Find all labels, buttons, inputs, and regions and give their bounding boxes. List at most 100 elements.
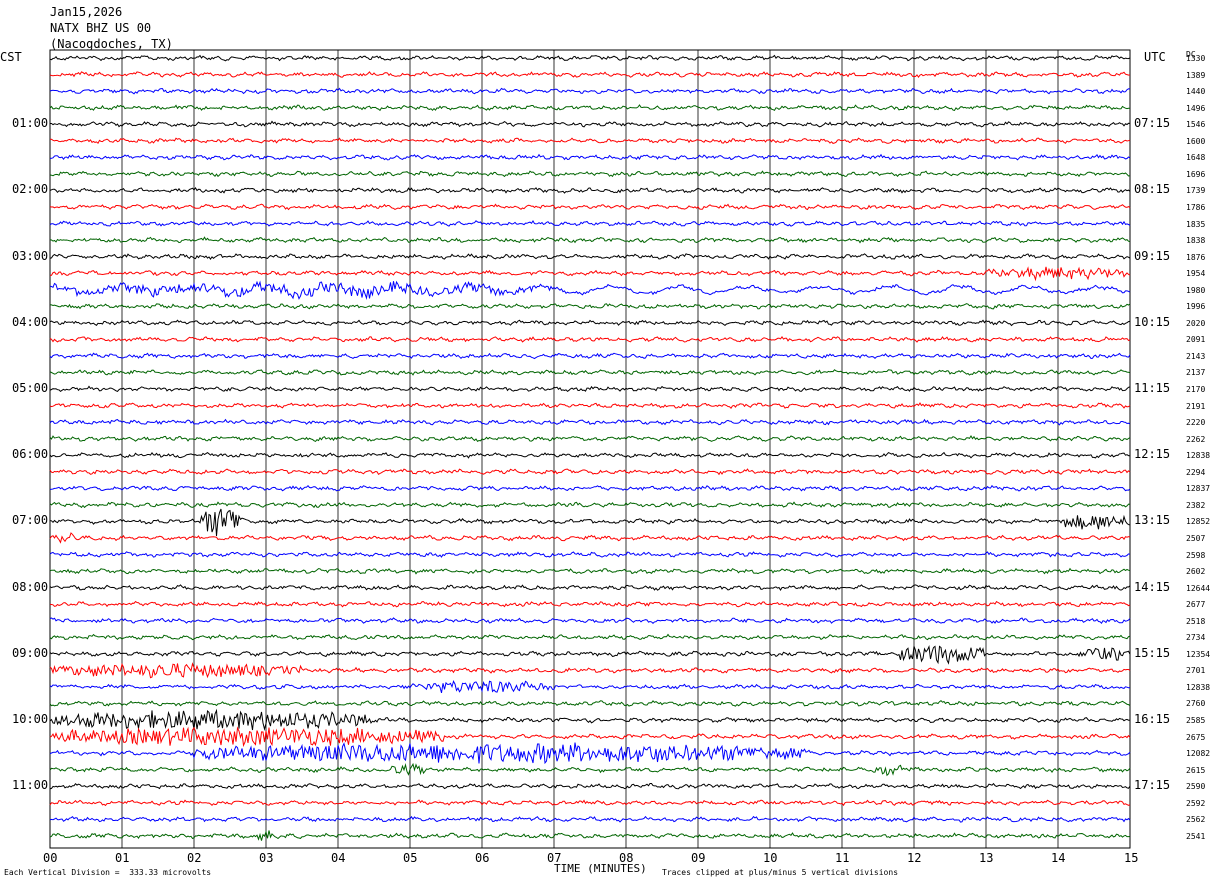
trace-row [49,726,1131,748]
trace-row [49,679,1130,694]
right-hour-label: 10:15 [1134,314,1171,329]
dc-offset-label: 2020 [1186,318,1206,328]
x-tick-label: 00 [43,851,58,865]
trace-row [49,319,1131,327]
trace-row [49,633,1131,641]
dc-offset-label: 2760 [1186,699,1206,709]
dc-offset-label: 1954 [1186,269,1206,279]
trace-row [49,170,1131,178]
right-hour-label: 07:15 [1134,116,1171,131]
trace-row [49,236,1131,244]
trace-row [49,87,1131,95]
dc-offset-label: 1696 [1186,169,1206,179]
dc-offset-label: 2191 [1186,401,1206,411]
trace-row [49,584,1131,591]
x-tick-label: 02 [187,851,202,865]
left-hour-label: 10:00 [12,712,49,726]
dc-offset-label: 12644 [1186,583,1210,593]
right-hour-label: 09:15 [1134,248,1171,263]
dc-offset-label: 2507 [1186,533,1206,543]
dc-offset-label: 12838 [1186,451,1210,461]
dc-offset-label: 2091 [1186,335,1206,345]
trace-row [49,708,1131,731]
trace-row [50,120,1131,128]
trace-row [49,617,1131,625]
dc-offset-label: 2585 [1186,716,1206,725]
left-hour-label: 11:00 [12,778,49,793]
dc-offset-label: 1389 [1186,70,1206,80]
trace-row [49,266,1131,282]
x-tick-label: 12 [907,851,922,865]
dc-offset-label: 2143 [1186,351,1206,361]
dc-offset-label: 1648 [1186,153,1206,163]
division-note: Each Vertical Division = 333.33 microvol… [4,868,212,877]
location-label: (Nacogdoches, TX) [50,37,173,51]
left-hour-label: 04:00 [12,314,49,329]
x-tick-label: 07 [547,851,562,865]
trace-row [49,532,1131,544]
left-hour-label: 05:00 [12,381,49,395]
trace-row [49,435,1131,443]
x-tick-label: 14 [1051,851,1066,865]
dc-offset-label: 2592 [1186,798,1206,808]
trace-row [49,742,1131,765]
x-tick-label: 09 [691,851,706,865]
trace-row [49,645,1131,665]
left-hour-label: 06:00 [12,447,49,462]
trace-row [49,762,1131,777]
dc-offset-label: 2518 [1186,616,1206,626]
dc-offset-label: 12354 [1186,649,1210,659]
dc-offset-label: 1838 [1186,236,1206,246]
trace-row [49,508,1131,537]
dc-offset-label: 2262 [1186,434,1206,444]
x-tick-label: 15 [1124,851,1139,865]
dc-offset-label: 1440 [1186,87,1206,97]
trace-row [49,815,1131,823]
dc-offset-label: 2602 [1186,567,1206,577]
trace-row [49,468,1131,476]
dc-offset-label: 2598 [1186,550,1206,560]
dc-offset-label: 2734 [1186,633,1206,643]
trace-row [49,567,1131,575]
plot-grid [49,49,1131,849]
trace-row [49,385,1131,393]
dc-header: DC [1186,50,1196,59]
dc-offset-label: 2701 [1186,666,1206,676]
trace-row [49,280,1131,300]
trace-row [49,352,1131,360]
date-label: Jan15,2026 [50,5,123,19]
trace-row [49,303,1131,310]
trace-row [49,600,1131,608]
right-hour-label: 17:15 [1134,778,1171,793]
dc-offset-label: 1496 [1186,103,1206,113]
dc-offset-label: 1546 [1186,120,1206,130]
clip-note: Traces clipped at plus/minus 5 vertical … [662,868,899,877]
trace-row [49,104,1130,112]
dc-offset-label: 12837 [1186,484,1210,494]
dc-offset-label: 12082 [1186,749,1210,759]
trace-row [49,253,1131,260]
x-tick-label: 11 [835,851,850,865]
dc-offset-label: 1786 [1186,202,1206,212]
trace-row [49,799,1131,807]
left-hour-label: 07:00 [12,513,49,528]
dc-offset-label: 1835 [1186,219,1206,229]
dc-offset-label: 2677 [1186,600,1206,610]
dc-offset-label: 1739 [1186,186,1206,196]
right-hour-label: 14:15 [1134,579,1171,594]
dc-offset-label: 1980 [1186,285,1206,295]
trace-row [49,54,1131,62]
left-hour-label: 02:00 [12,182,49,197]
trace-row [49,220,1131,227]
right-timezone: UTC [1144,50,1166,64]
left-hour-label: 09:00 [12,645,49,660]
dc-offset-label: 1330 [1186,54,1206,63]
x-tick-label: 05 [403,851,418,865]
right-hour-label: 16:15 [1134,712,1171,726]
x-tick-label: 06 [475,851,490,865]
dc-offset-label: 2590 [1186,782,1206,792]
trace-row [49,782,1131,790]
right-hour-label: 08:15 [1134,182,1171,197]
left-hour-label: 03:00 [12,248,49,263]
